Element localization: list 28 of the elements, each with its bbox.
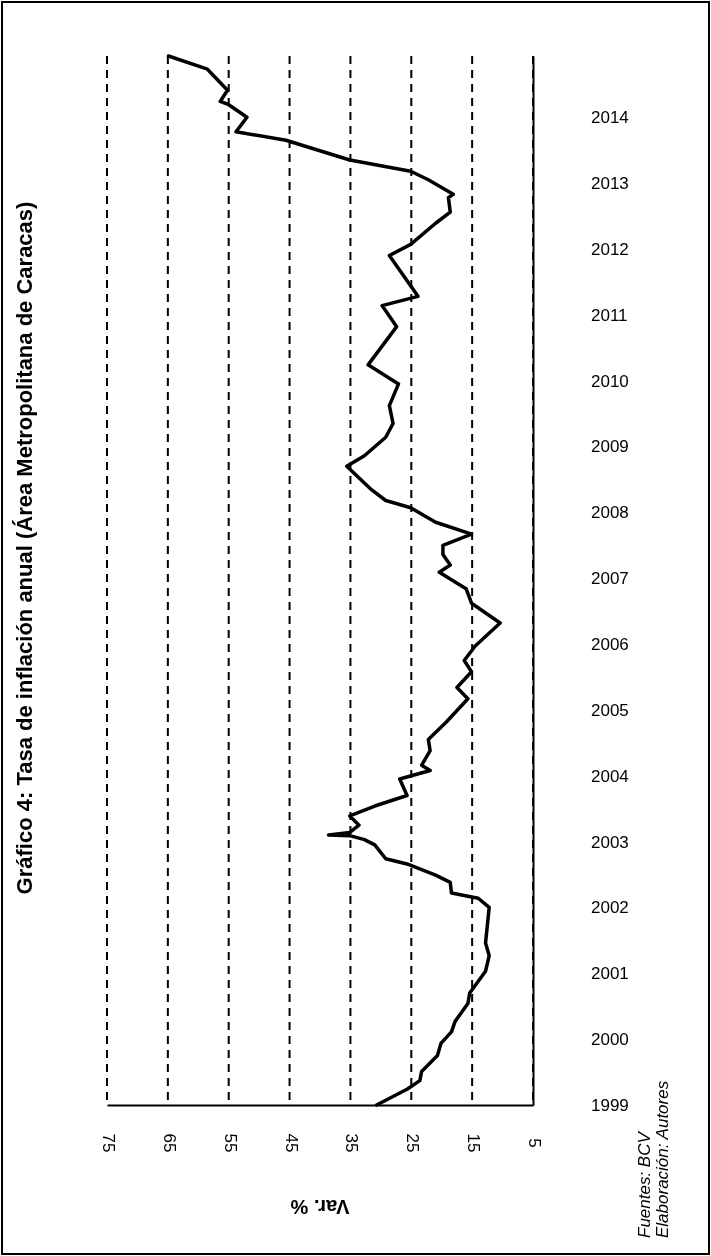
- y-tick-label: 2012: [591, 239, 629, 259]
- x-tick-label: 35: [342, 1133, 362, 1153]
- x-tick-label: 15: [464, 1133, 484, 1153]
- y-tick-label: 2007: [591, 569, 629, 589]
- y-tick-label: 2001: [591, 964, 629, 984]
- x-tick-label: 55: [220, 1133, 240, 1153]
- y-tick-label: 2011: [591, 305, 628, 325]
- y-tick-label: 2013: [591, 174, 629, 194]
- text: Elaboración: Autores: [653, 1080, 672, 1238]
- y-tick-label: 1999: [591, 1095, 629, 1115]
- y-tick-label: 2008: [591, 503, 629, 523]
- y-tick-label: 2010: [591, 371, 629, 391]
- x-tick-label: 65: [159, 1133, 179, 1153]
- source-note: Fuentes: BCV: [635, 1130, 654, 1238]
- y-tick-label: 2002: [591, 898, 629, 918]
- x-tick-label: 5: [525, 1138, 545, 1148]
- y-tick-label: 2005: [591, 700, 629, 720]
- x-tick-label: 45: [281, 1133, 301, 1153]
- x-tick-label: 75: [99, 1133, 119, 1153]
- x-tick-label: 25: [403, 1133, 423, 1153]
- y-tick-label: 2006: [591, 634, 629, 654]
- y-tick-label: 2003: [591, 832, 629, 852]
- y-tick-label: 2004: [591, 766, 629, 786]
- text: Gráfico 4: Tasa de inflación anual (Área Metropolitana de Caracas): [11, 201, 37, 895]
- y-tick-label: 2009: [591, 437, 629, 457]
- y-tick-label: 2000: [591, 1030, 629, 1050]
- y-tick-label: 2014: [591, 108, 629, 128]
- x-axis-title: Var. %: [290, 1195, 350, 1218]
